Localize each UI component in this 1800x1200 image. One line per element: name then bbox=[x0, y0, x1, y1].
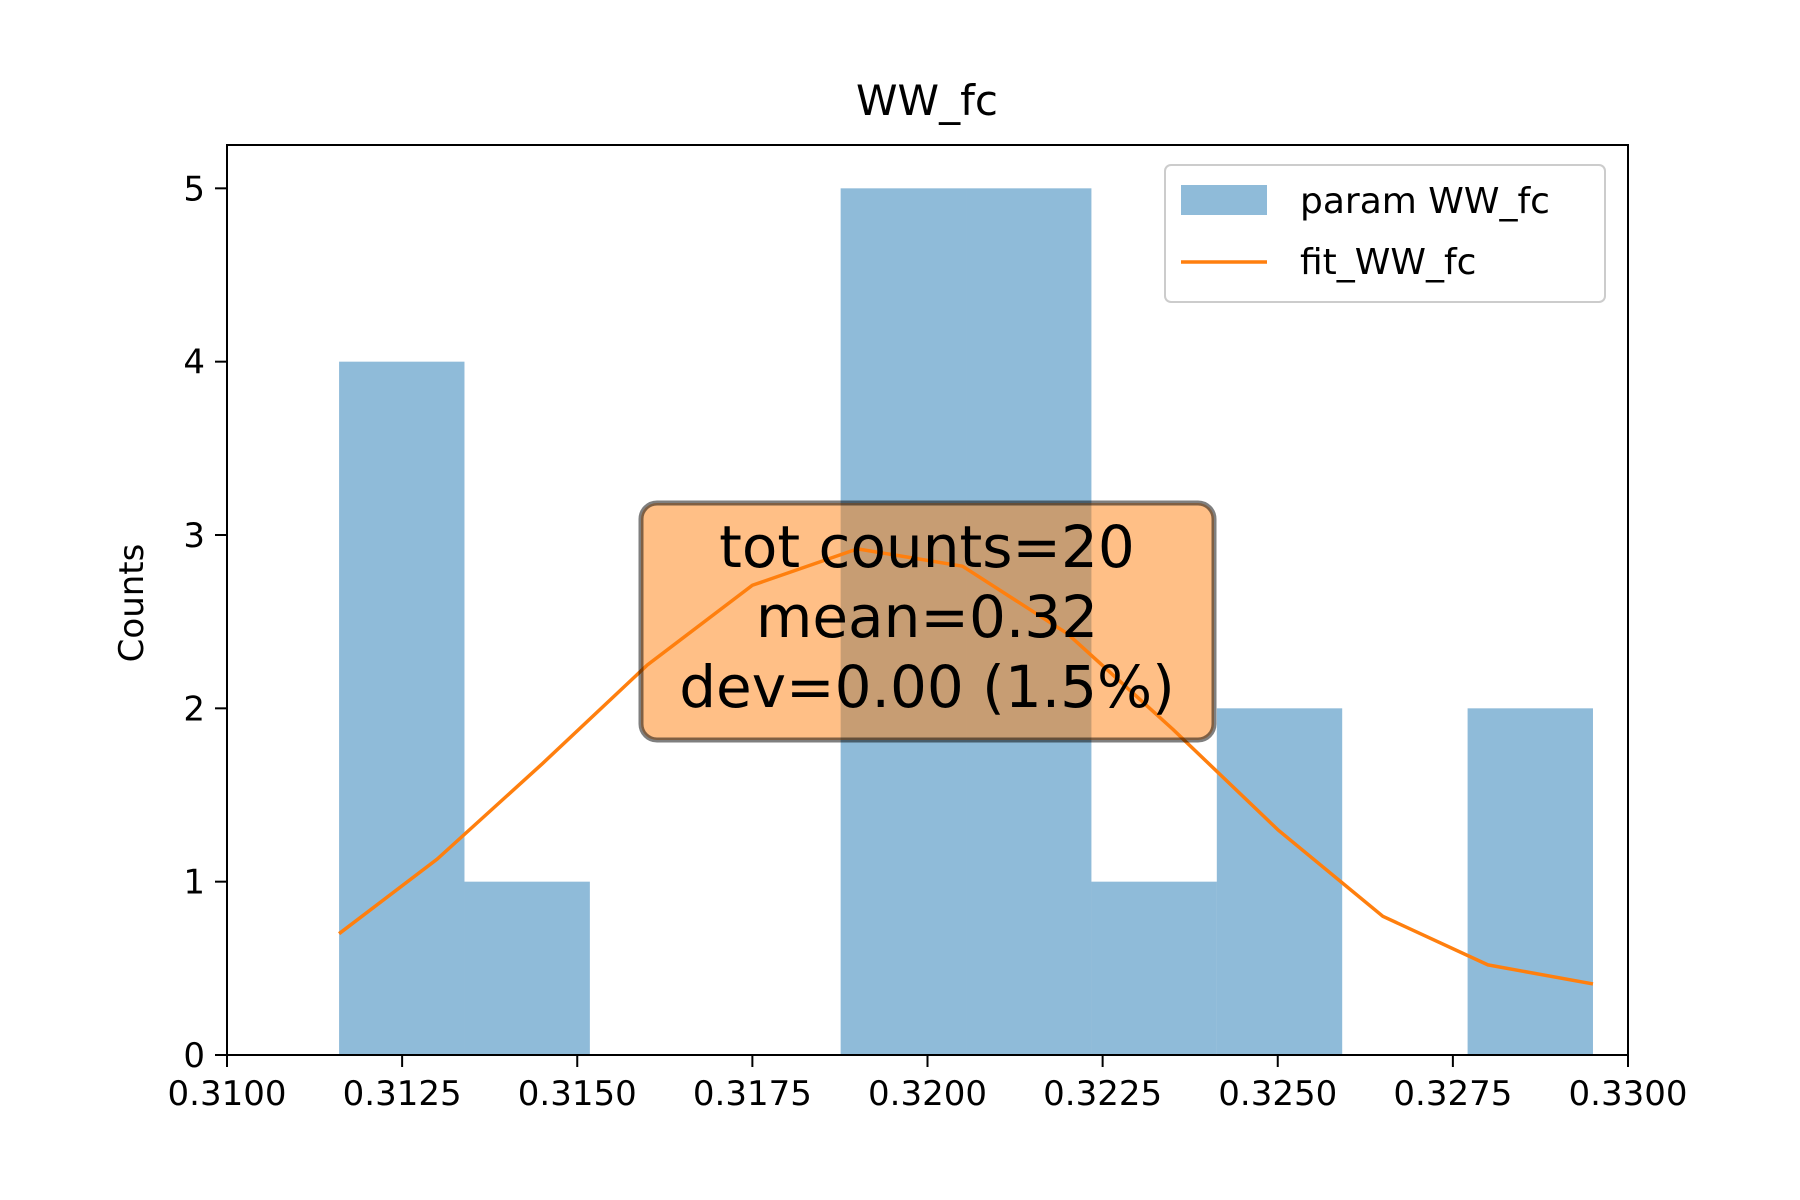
x-tick-label: 0.3275 bbox=[1393, 1074, 1512, 1114]
x-tick-label: 0.3150 bbox=[518, 1074, 637, 1114]
histogram-bar bbox=[339, 361, 465, 1055]
chart-title: WW_fc bbox=[856, 76, 998, 125]
x-tick-label: 0.3200 bbox=[868, 1074, 987, 1114]
histogram-bar bbox=[1467, 708, 1593, 1055]
plot-axes: 0.3100 0.3125 0.3150 0.3175 0.3200 0.3225 0.32… bbox=[168, 144, 1688, 1114]
x-tick-label: 0.3175 bbox=[693, 1074, 812, 1114]
y-tick-label: 4 bbox=[183, 343, 205, 383]
annotation-box bbox=[638, 500, 1217, 743]
y-tick-label: 5 bbox=[183, 169, 205, 209]
y-tick-label: 1 bbox=[183, 863, 205, 903]
legend-frame bbox=[1164, 164, 1606, 303]
legend-swatch-histogram bbox=[1181, 185, 1267, 215]
histogram-bar bbox=[464, 881, 590, 1055]
histogram-bar bbox=[1091, 881, 1217, 1055]
annotation-line: mean=0.32 bbox=[756, 583, 1098, 651]
x-tick-label: 0.3300 bbox=[1569, 1074, 1688, 1114]
histogram-bars bbox=[339, 188, 1593, 1055]
y-tick-label: 2 bbox=[183, 689, 205, 729]
x-tick-label: 0.3250 bbox=[1218, 1074, 1337, 1114]
legend-label: fit_WW_fc bbox=[1300, 242, 1476, 283]
legend: param WW_fc fit_WW_fc bbox=[1164, 164, 1606, 303]
legend-label: param WW_fc bbox=[1300, 181, 1550, 222]
y-tick-label: 3 bbox=[183, 516, 205, 556]
y-axis-label: Counts bbox=[112, 544, 152, 663]
annotation-line: dev=0.00 (1.5%) bbox=[679, 653, 1175, 721]
y-tick-label: 0 bbox=[183, 1036, 205, 1076]
histogram-bar bbox=[1216, 708, 1343, 1055]
x-tick-label: 0.3225 bbox=[1043, 1074, 1162, 1114]
annotation-line: tot counts=20 bbox=[719, 513, 1135, 581]
x-tick-label: 0.3125 bbox=[343, 1074, 462, 1114]
x-tick-label: 0.3100 bbox=[168, 1074, 287, 1114]
